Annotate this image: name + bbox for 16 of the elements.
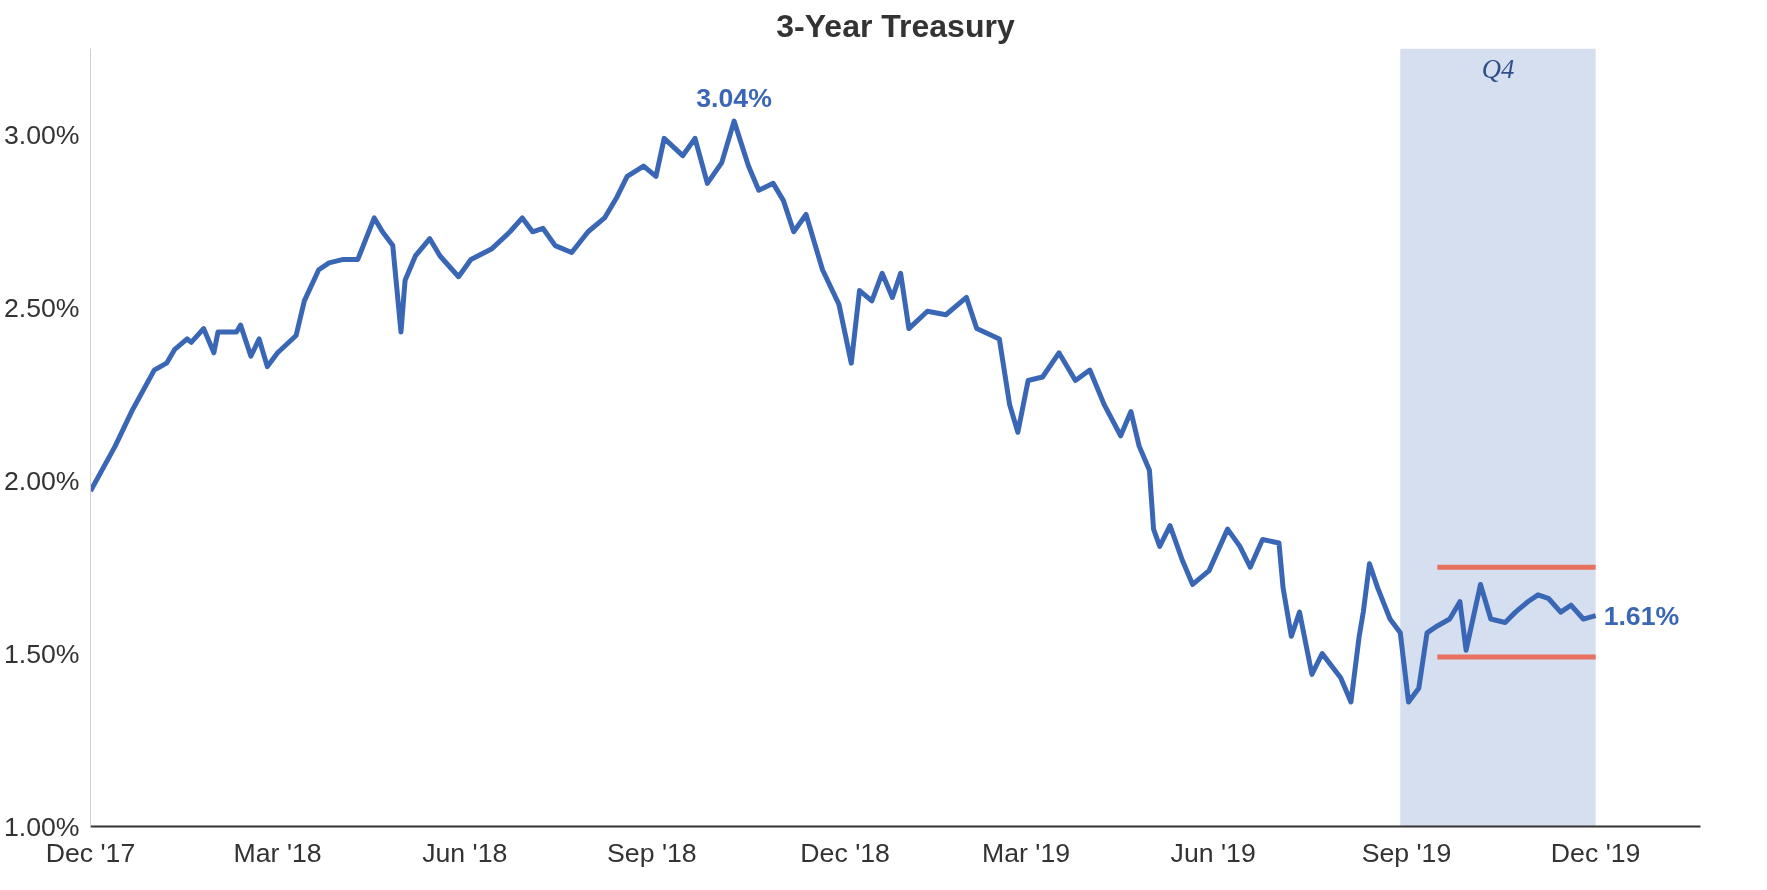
y-tick-label: 2.50% bbox=[3, 292, 80, 323]
x-tick-label: Sep '19 bbox=[1361, 837, 1452, 868]
chart-title: 3-Year Treasury bbox=[776, 7, 1015, 44]
x-tick-label: Mar '19 bbox=[982, 837, 1071, 868]
x-tick-label: Dec '18 bbox=[800, 837, 890, 868]
x-tick-label: Mar '18 bbox=[233, 837, 322, 868]
y-tick-label: 3.00% bbox=[3, 119, 80, 150]
x-tick-label: Jun '19 bbox=[1170, 837, 1256, 868]
annotation: 3.04% bbox=[696, 83, 772, 114]
band-label: Q4 bbox=[1481, 53, 1515, 84]
x-tick-label: Jun '18 bbox=[422, 837, 508, 868]
x-tick-label: Dec '19 bbox=[1550, 837, 1641, 868]
annotation: 1.61% bbox=[1603, 600, 1680, 631]
y-tick-label: 2.00% bbox=[3, 465, 80, 496]
y-tick-label: 1.50% bbox=[3, 638, 80, 669]
x-tick-label: Sep '18 bbox=[607, 837, 697, 868]
